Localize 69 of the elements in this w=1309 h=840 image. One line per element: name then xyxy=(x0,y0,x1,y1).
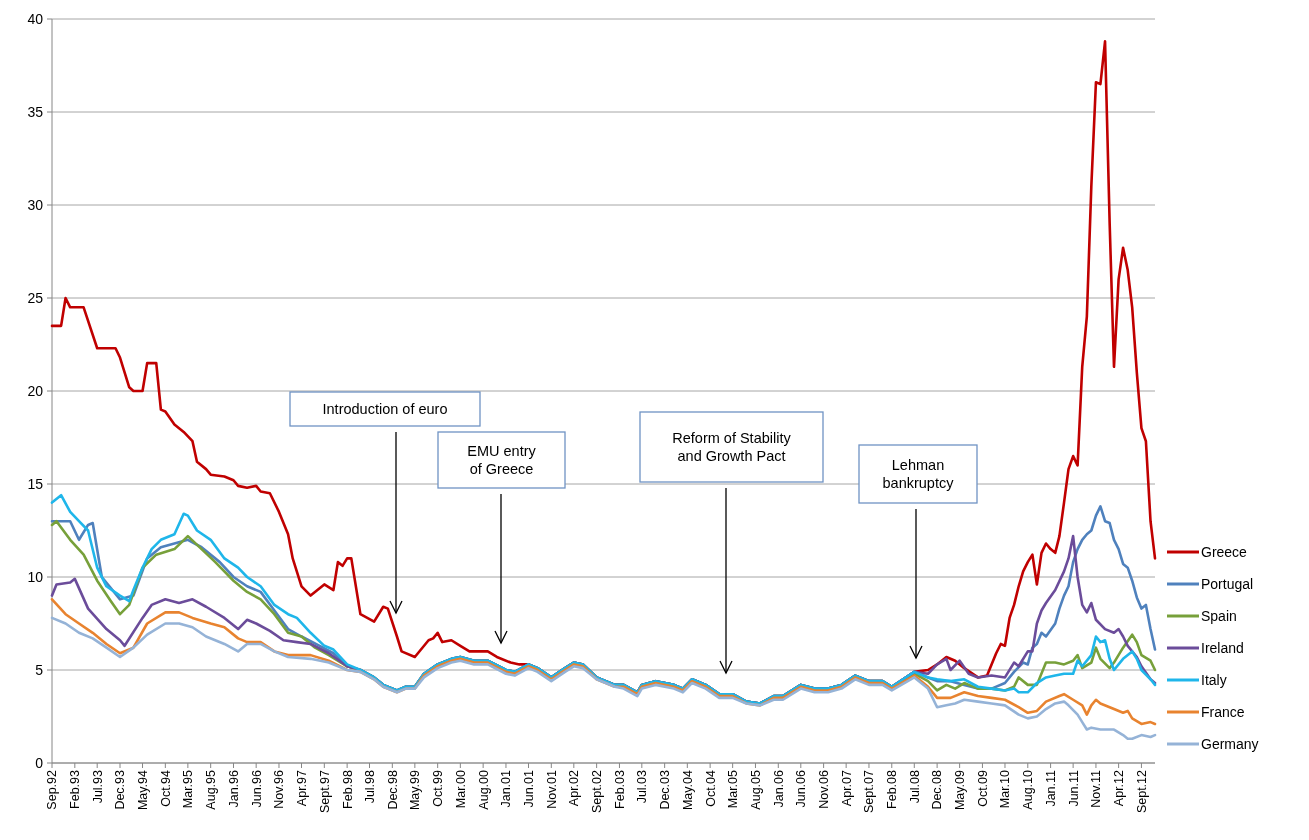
annotation: Lehman bankruptcy xyxy=(882,456,955,491)
annotation: EMU entry of Greece xyxy=(467,442,537,477)
y-tick-label: 25 xyxy=(27,289,44,306)
y-tick-label: 35 xyxy=(27,103,44,120)
x-tick-label: Aug.10 xyxy=(1021,769,1036,810)
x-tick-label: Jul.98 xyxy=(362,769,377,804)
legend-label: France xyxy=(1201,703,1245,720)
annotation: Introduction of euro xyxy=(322,400,448,417)
x-tick-label: Jul.93 xyxy=(90,769,105,804)
x-tick-label: Aug.00 xyxy=(476,769,491,810)
y-tick-label: 0 xyxy=(35,754,44,771)
x-tick-label: Jan.01 xyxy=(499,769,514,808)
x-tick-label: Aug.05 xyxy=(748,769,763,810)
x-tick-label: Jul.03 xyxy=(635,769,650,804)
x-tick-label: Apr.12 xyxy=(1111,769,1126,807)
x-tick-label: Sep.92 xyxy=(45,769,60,810)
x-tick-label: Sept.12 xyxy=(1134,769,1149,814)
x-tick-label: Apr.07 xyxy=(839,769,854,807)
y-tick-label: 10 xyxy=(27,568,44,585)
x-tick-label: Jan.11 xyxy=(1043,769,1058,807)
x-tick-label: Feb.03 xyxy=(612,769,627,809)
legend-label: Portugal xyxy=(1201,575,1254,592)
x-tick-label: Sept.02 xyxy=(590,769,605,814)
x-tick-label: May.09 xyxy=(953,769,968,811)
y-tick-label: 40 xyxy=(27,10,44,27)
x-tick-label: Mar.95 xyxy=(181,769,196,809)
y-tick-label: 30 xyxy=(27,196,44,213)
y-tick-label: 15 xyxy=(27,475,44,492)
x-tick-label: Dec.08 xyxy=(930,769,945,810)
x-tick-label: Apr.97 xyxy=(294,769,309,807)
x-tick-label: Oct.09 xyxy=(975,769,990,807)
x-tick-label: Mar.00 xyxy=(453,769,468,809)
y-tick-label: 5 xyxy=(35,661,44,678)
legend-label: Greece xyxy=(1201,543,1248,560)
x-tick-label: Jan.06 xyxy=(771,769,786,808)
y-tick-label: 20 xyxy=(27,382,44,399)
x-tick-label: Oct.94 xyxy=(158,769,173,807)
x-tick-label: Oct.04 xyxy=(703,769,718,807)
x-tick-label: Dec.03 xyxy=(658,769,673,810)
x-tick-label: Aug.95 xyxy=(204,769,219,810)
x-tick-label: Nov.96 xyxy=(272,769,287,809)
x-tick-label: Oct.99 xyxy=(431,769,446,807)
x-tick-label: Mar.05 xyxy=(726,769,741,809)
legend-label: Italy xyxy=(1201,671,1227,688)
legend-label: Germany xyxy=(1201,735,1259,752)
x-tick-label: Nov.11 xyxy=(1089,769,1104,808)
x-tick-label: Jun.96 xyxy=(249,769,264,808)
x-tick-label: Sept.97 xyxy=(317,769,332,814)
legend-label: Ireland xyxy=(1201,639,1244,656)
x-tick-label: Sept.07 xyxy=(862,769,877,814)
x-tick-label: Jun.06 xyxy=(794,769,809,808)
x-tick-label: Dec.98 xyxy=(385,769,400,810)
x-tick-label: May.04 xyxy=(680,769,695,811)
x-tick-label: Feb.98 xyxy=(340,769,355,809)
x-tick-label: Mar.10 xyxy=(998,769,1013,809)
x-tick-label: Apr.02 xyxy=(567,769,582,807)
x-tick-label: Nov.01 xyxy=(544,769,559,809)
x-tick-label: Jul.08 xyxy=(907,769,922,804)
x-tick-label: Nov.06 xyxy=(817,769,831,809)
x-tick-label: Feb.93 xyxy=(68,769,83,809)
x-tick-label: Jun.11 xyxy=(1066,769,1081,807)
x-tick-label: Dec.93 xyxy=(113,769,128,810)
legend-label: Spain xyxy=(1201,607,1237,624)
x-tick-label: Jan.96 xyxy=(226,769,241,808)
x-tick-label: Feb.08 xyxy=(885,769,900,809)
x-tick-label: Jun.01 xyxy=(521,769,536,808)
x-tick-label: May.94 xyxy=(135,769,150,811)
annotation: Reform of Stability and Growth Pact xyxy=(672,429,792,464)
x-tick-label: May.99 xyxy=(408,769,423,811)
